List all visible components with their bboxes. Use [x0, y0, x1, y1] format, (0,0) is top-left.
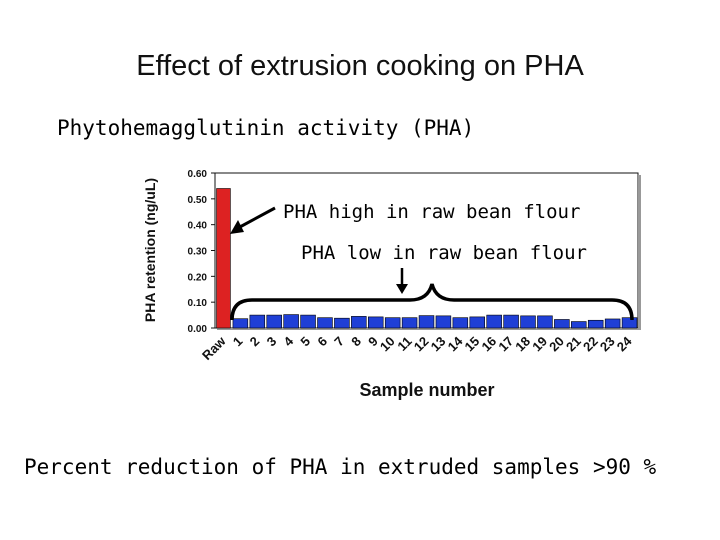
bar-sample-9: [367, 316, 384, 329]
bar-raw: [216, 188, 231, 329]
bar-sample-23: [604, 318, 621, 329]
x-tick-label: 3: [264, 334, 280, 350]
x-tick-label: 8: [348, 334, 364, 350]
bar-sample-19: [537, 315, 553, 329]
x-tick-label: Raw: [199, 333, 229, 363]
annotation-low-text: PHA low in raw bean flour: [301, 242, 587, 264]
arrow-high-shaft: [237, 206, 276, 230]
y-tick-label: 0.40: [188, 221, 208, 232]
y-tick-label: 0.50: [188, 195, 208, 206]
bar-sample-10: [384, 317, 401, 329]
y-axis-ticks: 0.00 0.10 0.20 0.30 0.40 0.50 0.60: [188, 169, 215, 335]
plot-shadow-bottom: [217, 328, 641, 330]
bar-sample-11: [401, 317, 418, 329]
bar-sample-15: [469, 316, 486, 329]
x-tick-label: 7: [331, 334, 347, 350]
bar-sample-18: [520, 315, 536, 329]
bar-sample-20: [554, 319, 570, 329]
annotation-low: PHA low in raw bean flour: [230, 242, 634, 321]
bar-sample-2: [249, 314, 266, 329]
annotation-high-text: PHA high in raw bean flour: [283, 201, 580, 223]
x-tick-label: 5: [297, 334, 313, 350]
bar-sample-16: [486, 314, 502, 329]
slide-title: Effect of extrusion cooking on PHA: [136, 50, 584, 82]
y-axis-title: PHA retention (ng/uL): [142, 178, 158, 322]
bar-sample-7: [334, 317, 350, 329]
bar-sample-12: [418, 315, 435, 329]
bar-sample-4: [283, 314, 299, 329]
y-tick-label: 0.30: [188, 247, 208, 258]
arrow-high-head: [230, 220, 244, 234]
y-tick-label: 0.60: [188, 169, 208, 180]
x-tick-label: 24: [614, 333, 635, 354]
bar-sample-21: [571, 321, 587, 329]
bar-sample-24: [621, 317, 638, 329]
y-tick-label: 0.20: [188, 272, 208, 283]
bar-sample-1: [232, 318, 249, 329]
chart-frame: [214, 172, 641, 330]
x-axis-title: Sample number: [359, 380, 494, 400]
bars: [216, 188, 638, 329]
slide-subtitle: Phytohemagglutinin activity (PHA): [57, 116, 475, 140]
x-tick-label: 4: [281, 333, 297, 349]
slide-footer: Percent reduction of PHA in extruded sam…: [24, 455, 657, 479]
x-tick-label: 1: [230, 334, 246, 350]
x-axis-ticks: Raw 1 2 3 4 5 6 7 8 91011121314151617181920212223…: [199, 333, 635, 363]
y-tick-label: 0.00: [188, 324, 208, 335]
bar-sample-22: [587, 319, 604, 329]
y-tick-label: 0.10: [188, 298, 208, 309]
bar-sample-17: [503, 314, 519, 329]
plot-shadow-right: [638, 175, 641, 330]
bar-sample-13: [435, 315, 452, 329]
bar-sample-14: [452, 317, 469, 329]
bar-sample-3: [266, 314, 282, 329]
x-tick-label: 2: [247, 334, 263, 350]
curly-brace: [230, 283, 634, 321]
arrow-low-head: [396, 284, 408, 294]
bar-sample-8: [351, 316, 367, 329]
plot-area: [214, 172, 639, 329]
x-tick-label: 6: [314, 334, 330, 350]
annotation-high: PHA high in raw bean flour: [230, 201, 580, 234]
bar-sample-5: [300, 314, 316, 329]
bar-sample-6: [317, 317, 333, 329]
